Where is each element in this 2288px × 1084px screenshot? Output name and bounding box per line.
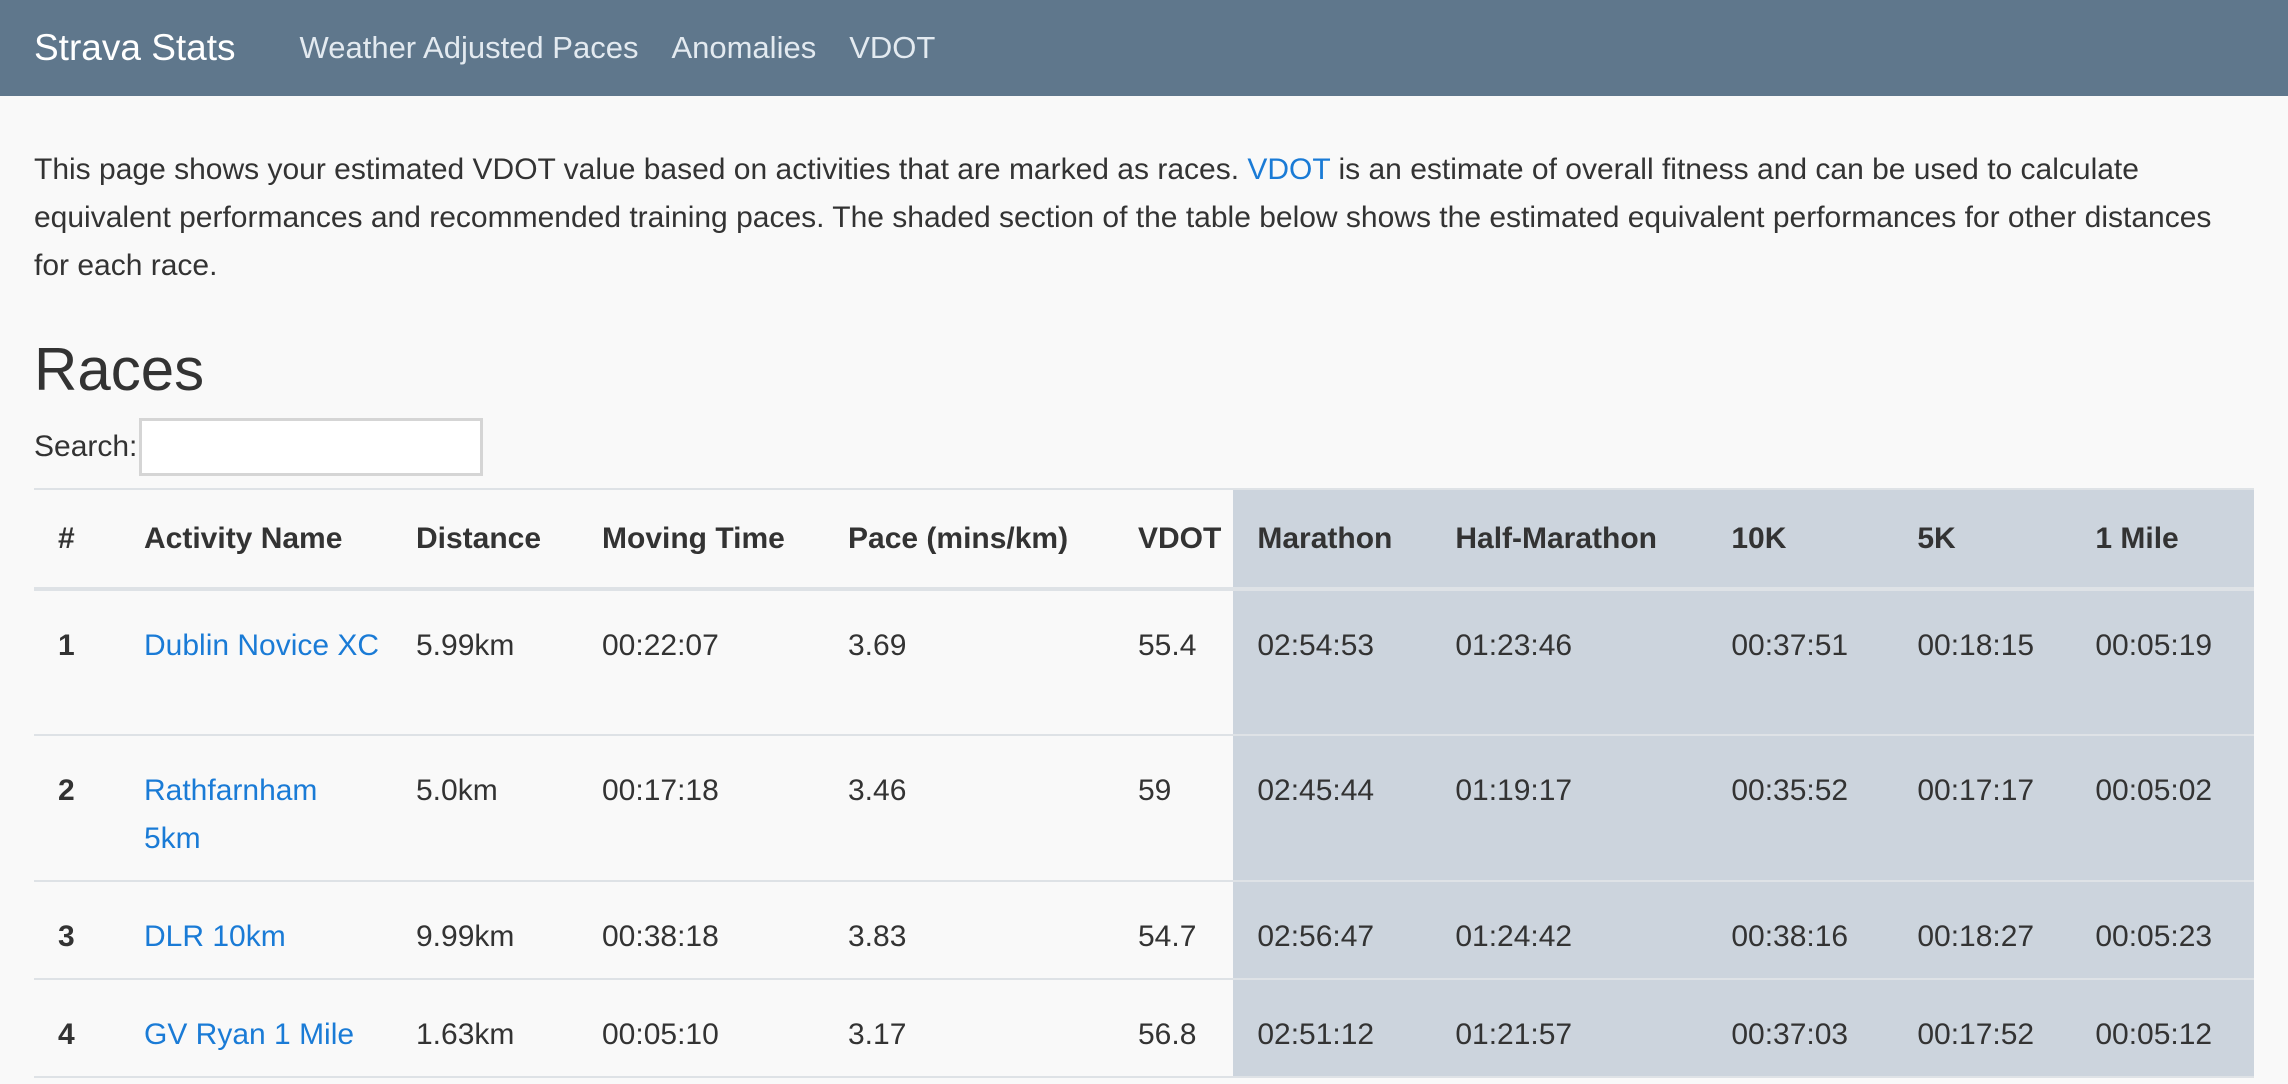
activity-link[interactable]: DLR 10km: [144, 920, 286, 953]
intro-paragraph: This page shows your estimated VDOT valu…: [34, 146, 2234, 290]
table-row: 3 DLR 10km 9.99km 00:38:18 3.83 54.7 02:…: [34, 881, 2254, 979]
search-input[interactable]: [139, 418, 484, 476]
main-content: This page shows your estimated VDOT valu…: [0, 146, 2288, 1078]
activity-link[interactable]: Rathfarnham 5km: [144, 774, 318, 855]
5k-cell: 00:18:27: [1893, 881, 2072, 979]
activity-link[interactable]: Dublin Novice XC: [144, 629, 380, 662]
half-marathon-cell: 01:21:57: [1431, 979, 1708, 1077]
activity-name-cell: Rathfarnham 5km: [120, 735, 392, 881]
table-row: 4 GV Ryan 1 Mile 1.63km 00:05:10 3.17 56…: [34, 979, 2254, 1077]
brand-link[interactable]: Strava Stats: [34, 27, 236, 68]
nav-vdot[interactable]: VDOT: [849, 30, 936, 65]
col-header-half-marathon[interactable]: Half-Marathon: [1431, 489, 1708, 589]
col-header-marathon[interactable]: Marathon: [1233, 489, 1432, 589]
vdot-cell: 59: [1138, 774, 1172, 807]
search-row: Search:: [34, 418, 2254, 476]
1-mile-cell: 00:05:12: [2071, 979, 2254, 1077]
10k-cell: 00:35:52: [1707, 735, 1894, 881]
marathon-cell: 02:51:12: [1233, 979, 1432, 1077]
half-marathon-cell: 01:19:17: [1431, 735, 1708, 881]
half-marathon-cell: 01:23:46: [1431, 589, 1708, 735]
distance-cell: 9.99km: [416, 920, 515, 953]
col-header-vdot[interactable]: VDOT: [1138, 521, 1222, 555]
1-mile-cell: 00:05:02: [2071, 735, 2254, 881]
vdot-cell: 54.7: [1138, 920, 1197, 953]
intro-text-end: is an estimate of overall fitness and ca…: [34, 153, 2212, 282]
activity-name-cell: DLR 10km: [120, 881, 392, 979]
activity-link[interactable]: GV Ryan 1 Mile: [144, 1018, 355, 1051]
page-title: Races: [34, 336, 205, 403]
moving-time-cell: 00:38:18: [602, 920, 719, 953]
marathon-cell: 02:54:53: [1233, 589, 1432, 735]
5k-cell: 00:17:17: [1893, 735, 2072, 881]
1-mile-cell: 00:05:23: [2071, 881, 2254, 979]
race-number: 4: [58, 1018, 75, 1051]
col-header-moving-time[interactable]: Moving Time: [602, 521, 785, 555]
moving-time-cell: 00:05:10: [602, 1018, 719, 1051]
table-row: 1 Dublin Novice XC 5.99km 00:22:07 3.69 …: [34, 589, 2254, 735]
intro-text-start: This page shows your estimated VDOT valu…: [34, 153, 1248, 186]
col-header-1-mile[interactable]: 1 Mile: [2071, 489, 2254, 589]
moving-time-cell: 00:17:18: [602, 774, 719, 807]
pace-cell: 3.69: [848, 629, 907, 662]
races-table: # Activity Name Distance Moving Time Pac…: [34, 488, 2254, 1078]
nav-anomalies[interactable]: Anomalies: [671, 30, 817, 65]
col-header-10k[interactable]: 10K: [1707, 489, 1894, 589]
10k-cell: 00:38:16: [1707, 881, 1894, 979]
1-mile-cell: 00:05:19: [2071, 589, 2254, 735]
5k-cell: 00:17:52: [1893, 979, 2072, 1077]
marathon-cell: 02:45:44: [1233, 735, 1432, 881]
activity-name-cell: Dublin Novice XC: [120, 589, 392, 735]
half-marathon-cell: 01:24:42: [1431, 881, 1708, 979]
distance-cell: 5.0km: [416, 774, 498, 807]
10k-cell: 00:37:51: [1707, 589, 1894, 735]
race-number: 2: [58, 774, 75, 807]
table-row: 2 Rathfarnham 5km 5.0km 00:17:18 3.46 59…: [34, 735, 2254, 881]
search-label: Search:: [34, 430, 138, 463]
col-header-distance[interactable]: Distance: [416, 521, 542, 555]
nav-weather-adjusted-paces[interactable]: Weather Adjusted Paces: [299, 30, 639, 65]
5k-cell: 00:18:15: [1893, 589, 2072, 735]
vdot-link[interactable]: VDOT: [1247, 153, 1331, 186]
pace-cell: 3.46: [848, 774, 907, 807]
table-header-row: # Activity Name Distance Moving Time Pac…: [34, 489, 2254, 589]
activity-name-cell: GV Ryan 1 Mile: [120, 979, 392, 1077]
col-header-activity-name[interactable]: Activity Name: [144, 521, 343, 555]
distance-cell: 5.99km: [416, 629, 515, 662]
moving-time-cell: 00:22:07: [602, 629, 719, 662]
vdot-cell: 55.4: [1138, 629, 1197, 662]
pace-cell: 3.83: [848, 920, 907, 953]
col-header-pace[interactable]: Pace (mins/km): [848, 521, 1069, 555]
vdot-cell: 56.8: [1138, 1018, 1197, 1051]
distance-cell: 1.63km: [416, 1018, 515, 1051]
top-navbar: Strava Stats Weather Adjusted Paces Anom…: [0, 0, 2288, 96]
marathon-cell: 02:56:47: [1233, 881, 1432, 979]
10k-cell: 00:37:03: [1707, 979, 1894, 1077]
col-header-number[interactable]: #: [58, 521, 75, 555]
col-header-5k[interactable]: 5K: [1893, 489, 2072, 589]
pace-cell: 3.17: [848, 1018, 907, 1051]
race-number: 3: [58, 920, 75, 953]
race-number: 1: [58, 629, 75, 662]
